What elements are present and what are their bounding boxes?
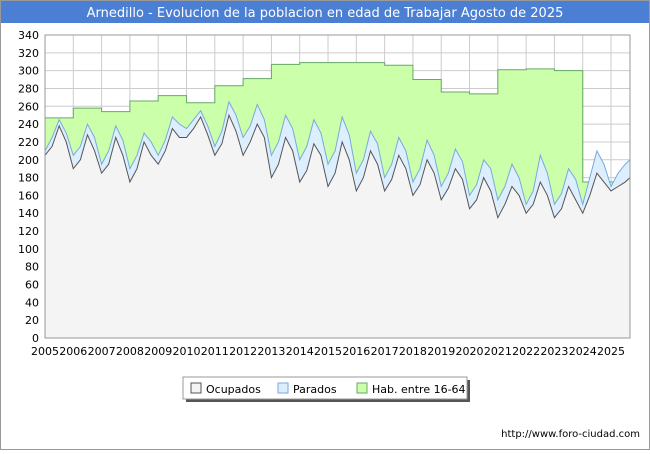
x-tick-label: 2013	[257, 345, 285, 358]
chart-title: Arnedillo - Evolucion de la poblacion en…	[87, 6, 564, 21]
legend-label-parados: Parados	[293, 383, 337, 396]
x-tick-label: 2015	[314, 345, 342, 358]
y-tick-label: 200	[18, 154, 39, 167]
y-tick-label: 160	[18, 189, 39, 202]
legend-label-hab: Hab. entre 16-64	[372, 383, 466, 396]
plot-area	[44, 34, 631, 339]
y-tick-label: 280	[18, 82, 39, 95]
y-tick-label: 120	[18, 225, 39, 238]
y-tick-label: 240	[18, 118, 39, 131]
y-tick-label: 100	[18, 243, 39, 256]
y-tick-label: 340	[18, 29, 39, 42]
y-tick-label: 60	[25, 279, 39, 292]
x-tick-label: 2007	[88, 345, 116, 358]
x-tick-label: 2010	[173, 345, 201, 358]
x-tick-label: 2025	[597, 345, 625, 358]
axes: 0 20 40 60 80 100 120 140 160 180 200 220 240 260 280 3…	[18, 29, 625, 358]
y-tick-label: 180	[18, 172, 39, 185]
series-line-ocupados	[44, 113, 631, 220]
x-tick-label: 2009	[144, 345, 172, 358]
y-tick-label: 260	[18, 100, 39, 113]
footer-url: http://www.foro-ciudad.com	[501, 429, 640, 440]
x-tick-label: 2011	[201, 345, 229, 358]
x-tick-label: 2014	[286, 345, 314, 358]
x-tick-label: 2008	[116, 345, 144, 358]
legend: Ocupados Parados Hab. entre 16-64	[182, 376, 470, 402]
x-tick-label: 2018	[399, 345, 427, 358]
plot-frame	[44, 34, 631, 339]
legend-swatch-hab	[356, 382, 368, 394]
y-tick-label: 0	[32, 332, 39, 345]
y-tick-label: 220	[18, 136, 39, 149]
x-tick-label: 2020	[456, 345, 484, 358]
y-tick-label: 140	[18, 207, 39, 220]
title-bar	[1, 1, 649, 23]
x-tick-label: 2023	[540, 345, 568, 358]
x-tick-label: 2016	[342, 345, 370, 358]
x-tick-label: 2021	[484, 345, 512, 358]
x-tick-label: 2006	[59, 345, 87, 358]
y-tick-label: 300	[18, 65, 39, 78]
x-tick-label: 2017	[371, 345, 399, 358]
y-tick-label: 320	[18, 47, 39, 60]
legend-swatch-parados	[277, 382, 289, 394]
legend-label-ocupados: Ocupados	[206, 383, 261, 396]
legend-swatch-ocupados	[190, 382, 202, 394]
series-area-ocupados	[45, 115, 630, 339]
x-tick-label: 2024	[569, 345, 597, 358]
x-tick-label: 2022	[512, 345, 540, 358]
legend-box	[182, 376, 468, 400]
y-tick-label: 20	[25, 314, 39, 327]
series-line-parados	[44, 100, 631, 207]
x-tick-label: 2019	[427, 345, 455, 358]
x-tick-label: 2005	[31, 345, 59, 358]
y-tick-label: 40	[25, 296, 39, 309]
y-tick-label: 80	[25, 261, 39, 274]
series-line-hab	[45, 62, 630, 183]
x-tick-label: 2012	[229, 345, 257, 358]
